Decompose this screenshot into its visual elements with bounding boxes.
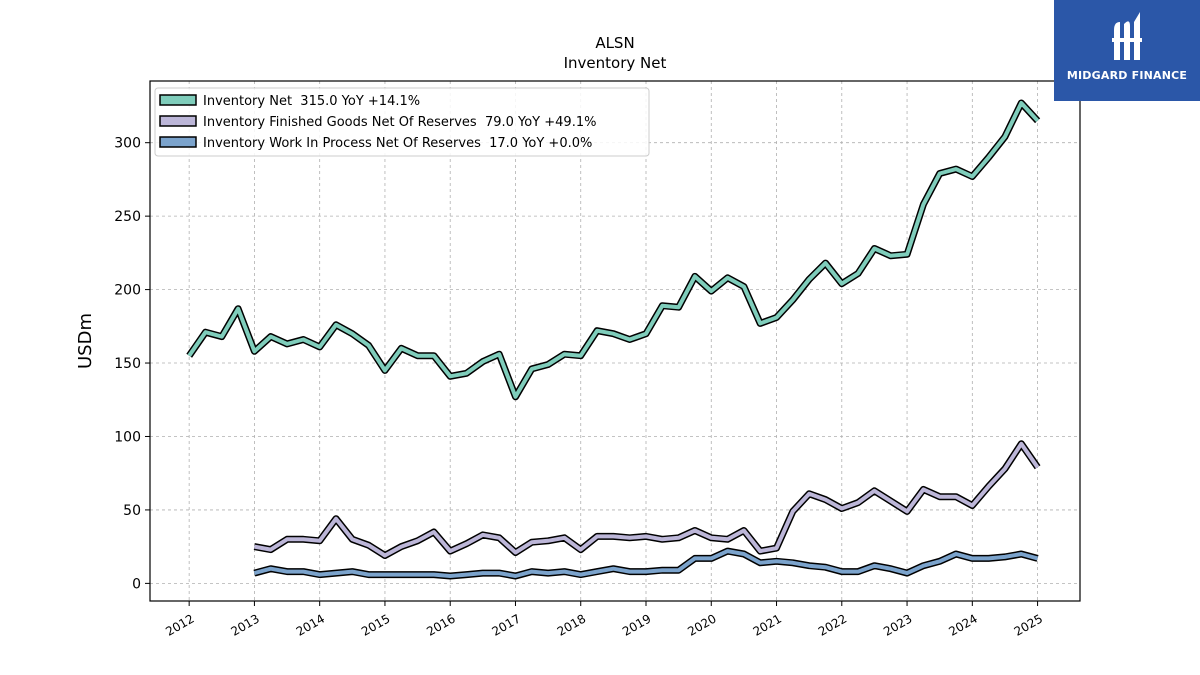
x-axis-ticks: 2012 2013 2014 2015 2016 2017 2018 2019 2020 2021… — [163, 601, 1045, 639]
series-lines — [186, 99, 1041, 580]
x-tick-label: 2023 — [881, 611, 914, 638]
series-1-line — [187, 101, 1040, 399]
legend-entry-label: Inventory Work In Process Net Of Reserve… — [203, 136, 592, 151]
x-tick-label: 2015 — [359, 611, 392, 638]
y-tick-label: 200 — [114, 283, 141, 299]
midgard-finance-logo: MIDGARD FINANCE — [1054, 0, 1200, 101]
x-tick-label: 2025 — [1012, 611, 1045, 638]
x-tick-label: 2014 — [294, 611, 327, 638]
logo-text: MIDGARD FINANCE — [1066, 69, 1188, 82]
brand-mark-icon — [1112, 12, 1142, 60]
x-tick-label: 2024 — [946, 611, 979, 638]
legend-frame — [154, 87, 650, 157]
series-2-line — [254, 441, 1040, 558]
x-tick-label: 2012 — [163, 611, 196, 638]
chart-title: ALSN — [595, 34, 634, 52]
y-tick-label: 250 — [114, 209, 141, 225]
grid-lines — [150, 81, 1080, 601]
legend-swatch — [159, 136, 197, 148]
y-tick-label: 100 — [114, 429, 141, 445]
x-tick-label: 2018 — [555, 611, 588, 638]
legend-entry-label: Inventory Net 315.0 YoY +14.1% — [203, 94, 420, 109]
x-tick-label: 2022 — [816, 611, 849, 638]
x-tick-label: 2020 — [685, 611, 718, 638]
y-tick-label: 300 — [114, 136, 141, 152]
legend: Inventory Net 315.0 YoY +14.1% Inventory … — [154, 87, 650, 157]
series-3-line — [253, 549, 1039, 578]
y-tick-label: 150 — [114, 356, 141, 372]
legend-swatch — [159, 115, 197, 127]
y-tick-label: 50 — [123, 503, 141, 519]
y-tick-label: 0 — [132, 576, 141, 592]
legend-swatch — [159, 94, 197, 106]
chart-subtitle: Inventory Net — [564, 54, 667, 72]
plot-area-frame — [149, 80, 1081, 602]
y-axis-ticks: 0 50 100 150 200 250 300 — [114, 136, 150, 592]
y-axis-label: USDm — [75, 313, 96, 369]
x-tick-label: 2013 — [228, 611, 261, 638]
x-tick-label: 2016 — [424, 611, 457, 638]
x-tick-label: 2019 — [620, 611, 653, 638]
x-tick-label: 2021 — [751, 611, 784, 638]
legend-entry-label: Inventory Finished Goods Net Of Reserves… — [203, 115, 596, 130]
x-tick-label: 2017 — [490, 611, 523, 638]
